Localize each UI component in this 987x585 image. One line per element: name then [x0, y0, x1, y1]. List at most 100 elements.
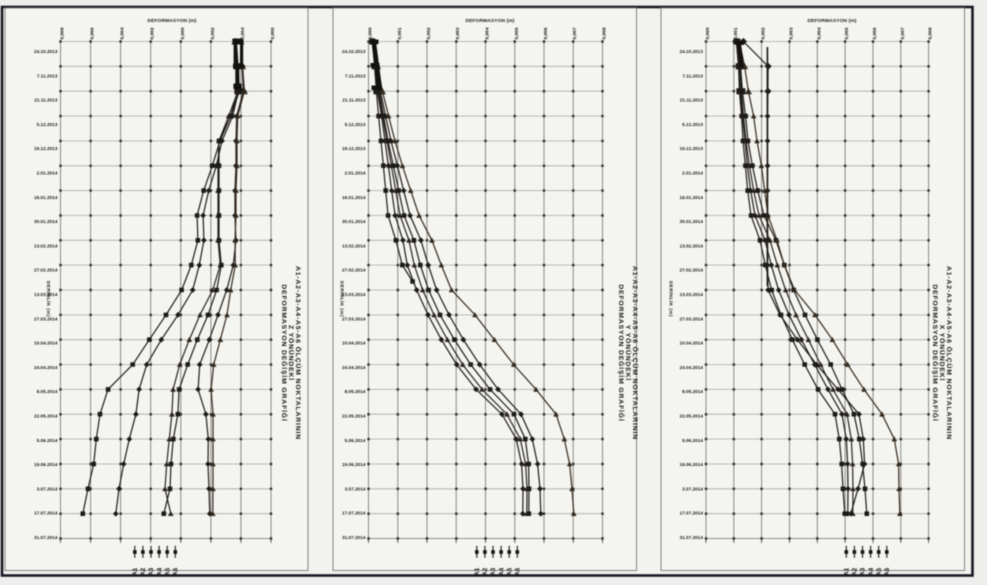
- svg-text:3.07.2014: 3.07.2014: [682, 486, 703, 491]
- svg-text:0,008: 0,008: [60, 27, 66, 39]
- svg-text:0,002: 0,002: [210, 27, 216, 39]
- svg-text:13.03.2014: 13.03.2014: [34, 292, 58, 297]
- svg-text:31.07.2014: 31.07.2014: [680, 535, 704, 540]
- svg-text:5.06.2014: 5.06.2014: [682, 438, 703, 443]
- svg-text:DEFORMASYON DEĞİŞİM GRAFİĞİ: DEFORMASYON DEĞİŞİM GRAFİĞİ: [280, 284, 289, 421]
- svg-text:27.02.2014: 27.02.2014: [342, 268, 366, 273]
- svg-text:17.07.2014: 17.07.2014: [680, 511, 704, 516]
- svg-text:A4: A4: [499, 567, 505, 575]
- svg-text:24.10.2013: 24.10.2013: [680, 49, 704, 54]
- svg-text:DEFORMASYON DEĞİŞİM GRAFİĞİ: DEFORMASYON DEĞİŞİM GRAFİĞİ: [931, 284, 940, 421]
- svg-text:A2: A2: [141, 567, 147, 575]
- svg-text:22.05.2014: 22.05.2014: [680, 414, 704, 419]
- svg-text:0,000: 0,000: [705, 27, 711, 39]
- svg-text:7.11.2013: 7.11.2013: [37, 73, 58, 78]
- svg-text:21.11.2013: 21.11.2013: [680, 98, 704, 103]
- svg-text:5.06.2014: 5.06.2014: [345, 438, 366, 443]
- svg-text:0,002: 0,002: [150, 27, 156, 39]
- svg-text:0,006: 0,006: [543, 27, 549, 39]
- svg-text:0,007: 0,007: [572, 27, 578, 39]
- svg-text:16.01.2014: 16.01.2014: [680, 195, 704, 200]
- svg-text:0,005: 0,005: [514, 27, 520, 39]
- svg-text:5.12.2013: 5.12.2013: [682, 122, 703, 127]
- svg-text:0,003: 0,003: [789, 27, 795, 39]
- svg-text:A1-A2-A3-A4-A5-A6 ÖLÇÜM NOKTAL: A1-A2-A3-A4-A5-A6 ÖLÇÜM NOKTALARININ: [294, 266, 303, 440]
- svg-text:0,002: 0,002: [426, 27, 432, 39]
- svg-text:DERİNLİK (m): DERİNLİK (m): [46, 281, 52, 317]
- svg-text:19.06.2014: 19.06.2014: [342, 462, 366, 467]
- svg-text:A5: A5: [165, 567, 171, 575]
- svg-text:31.07.2014: 31.07.2014: [34, 535, 58, 540]
- svg-text:5.12.2013: 5.12.2013: [37, 122, 58, 127]
- svg-text:7.11.2013: 7.11.2013: [345, 73, 366, 78]
- svg-text:0,003: 0,003: [455, 27, 461, 39]
- svg-text:3.07.2014: 3.07.2014: [345, 486, 366, 491]
- svg-text:24.04.2014: 24.04.2014: [342, 365, 366, 370]
- svg-text:30.01.2014: 30.01.2014: [342, 219, 366, 224]
- svg-text:19.12.2013: 19.12.2013: [342, 146, 366, 151]
- svg-text:0,004: 0,004: [240, 27, 246, 39]
- svg-text:30.01.2014: 30.01.2014: [34, 219, 58, 224]
- svg-text:10.04.2014: 10.04.2014: [34, 341, 58, 346]
- svg-text:8.05.2014: 8.05.2014: [682, 389, 703, 394]
- svg-text:DERİNLİK (m): DERİNLİK (m): [669, 281, 675, 317]
- svg-text:27.03.2014: 27.03.2014: [34, 316, 58, 321]
- svg-text:A1: A1: [133, 567, 139, 575]
- svg-text:19.12.2013: 19.12.2013: [680, 146, 704, 151]
- svg-text:A2: A2: [853, 567, 859, 575]
- svg-text:7.11.2013: 7.11.2013: [682, 73, 703, 78]
- svg-text:A1: A1: [475, 567, 481, 575]
- svg-text:10.04.2014: 10.04.2014: [342, 341, 366, 346]
- svg-text:0,002: 0,002: [761, 27, 767, 39]
- svg-text:2.01.2014: 2.01.2014: [682, 171, 703, 176]
- svg-text:A6: A6: [885, 567, 891, 575]
- svg-text:A3: A3: [861, 567, 867, 575]
- svg-text:Z YÖNÜNDEKİ: Z YÖNÜNDEKİ: [287, 325, 296, 381]
- svg-text:0,001: 0,001: [733, 27, 739, 39]
- svg-text:22.05.2014: 22.05.2014: [342, 414, 366, 419]
- svg-text:13.02.2014: 13.02.2014: [342, 243, 366, 248]
- svg-text:19.12.2013: 19.12.2013: [34, 146, 58, 151]
- svg-text:Y YÖNÜNDEKİ: Y YÖNÜNDEKİ: [624, 325, 633, 381]
- svg-text:A4: A4: [157, 567, 163, 575]
- svg-text:0,004: 0,004: [816, 27, 822, 39]
- svg-text:31.07.2014: 31.07.2014: [342, 535, 366, 540]
- svg-text:0,001: 0,001: [397, 27, 403, 39]
- svg-text:0,004: 0,004: [485, 27, 491, 39]
- svg-text:0,008: 0,008: [602, 27, 608, 39]
- svg-text:17.07.2014: 17.07.2014: [34, 511, 58, 516]
- svg-text:2.01.2014: 2.01.2014: [345, 171, 366, 176]
- svg-text:0,000: 0,000: [180, 27, 186, 39]
- svg-text:DEFORMASYON (m): DEFORMASYON (m): [465, 18, 514, 24]
- svg-text:A6: A6: [174, 567, 180, 575]
- svg-text:0,008: 0,008: [928, 27, 934, 39]
- svg-text:DEFORMASYON DEĞİŞİM GRAFİĞİ: DEFORMASYON DEĞİŞİM GRAFİĞİ: [617, 284, 626, 421]
- svg-text:19.06.2014: 19.06.2014: [34, 462, 58, 467]
- svg-text:16.01.2014: 16.01.2014: [34, 195, 58, 200]
- svg-text:27.03.2014: 27.03.2014: [680, 316, 704, 321]
- svg-text:A1-A2-A3-A4-A5-A6 ÖLÇÜM NOKTAL: A1-A2-A3-A4-A5-A6 ÖLÇÜM NOKTALARININ: [945, 266, 954, 440]
- svg-text:2.01.2014: 2.01.2014: [37, 171, 58, 176]
- svg-text:0,000: 0,000: [270, 27, 276, 39]
- svg-text:27.02.2014: 27.02.2014: [680, 268, 704, 273]
- svg-text:13.02.2014: 13.02.2014: [34, 243, 58, 248]
- svg-text:21.11.2013: 21.11.2013: [34, 98, 58, 103]
- svg-text:24.10.2013: 24.10.2013: [34, 49, 58, 54]
- svg-text:10.04.2014: 10.04.2014: [680, 341, 704, 346]
- svg-text:13.03.2014: 13.03.2014: [680, 292, 704, 297]
- svg-text:0,006: 0,006: [872, 27, 878, 39]
- svg-text:24.10.2013: 24.10.2013: [342, 49, 366, 54]
- svg-text:24.04.2014: 24.04.2014: [680, 365, 704, 370]
- svg-text:27.03.2014: 27.03.2014: [342, 316, 366, 321]
- svg-text:0,005: 0,005: [844, 27, 850, 39]
- svg-text:A4: A4: [869, 567, 875, 575]
- svg-text:A1-A2-A3-A4-A5-A6 ÖLÇÜM NOKTAL: A1-A2-A3-A4-A5-A6 ÖLÇÜM NOKTALARININ: [631, 266, 640, 440]
- svg-text:30.01.2014: 30.01.2014: [680, 219, 704, 224]
- svg-text:19.06.2014: 19.06.2014: [680, 462, 704, 467]
- svg-text:A1: A1: [845, 567, 851, 575]
- svg-text:13.02.2014: 13.02.2014: [680, 243, 704, 248]
- svg-text:16.01.2014: 16.01.2014: [342, 195, 366, 200]
- svg-text:3.07.2014: 3.07.2014: [37, 486, 58, 491]
- svg-text:A3: A3: [491, 567, 497, 575]
- svg-text:5.06.2014: 5.06.2014: [37, 438, 58, 443]
